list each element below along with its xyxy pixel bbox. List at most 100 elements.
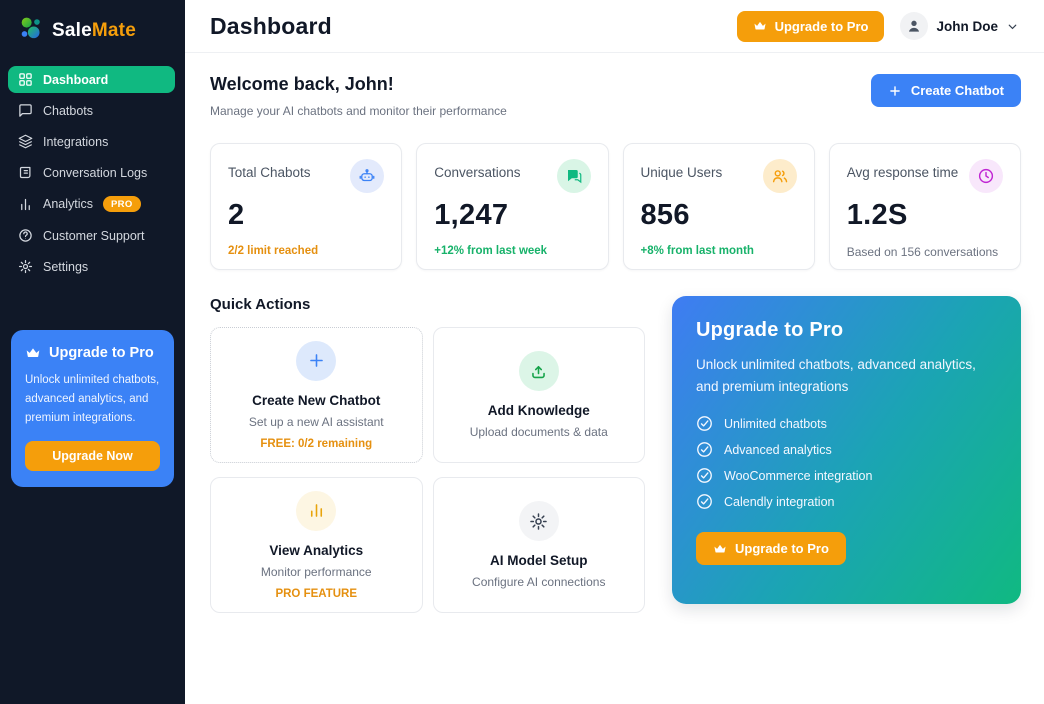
upgrade-button-label: Upgrade to Pro (774, 18, 869, 34)
brand-logo-icon (18, 15, 44, 46)
sidebar-item-customer-support[interactable]: Customer Support (8, 222, 175, 249)
user-menu[interactable]: John Doe (900, 12, 1019, 40)
sidebar-nav: Dashboard Chatbots Integrations Conversa… (0, 66, 185, 284)
sidebar-item-label: Settings (43, 259, 89, 274)
sidebar-item-integrations[interactable]: Integrations (8, 128, 175, 155)
quick-action-subtitle: Set up a new AI assistant (248, 414, 384, 429)
sidebar-item-settings[interactable]: Settings (8, 253, 175, 280)
chat-bubble-icon (19, 104, 32, 117)
upgrade-now-button[interactable]: Upgrade Now (25, 440, 160, 471)
chat-bubbles-icon (556, 159, 591, 193)
quick-action-view-analytics[interactable]: View Analytics Monitor performance PRO F… (210, 477, 423, 613)
upload-icon (518, 351, 559, 391)
upgrade-to-pro-button[interactable]: Upgrade to Pro (736, 10, 885, 42)
stat-value: 1,247 (434, 199, 509, 231)
check-circle-icon (697, 468, 712, 484)
crown-icon (714, 544, 726, 553)
pro-feature-label: Advanced analytics (724, 442, 832, 457)
stat-card-unique-users: Unique Users 856 +8% from last month (622, 143, 815, 270)
stat-card-avg-response-time: Avg response time 1.2S Based on 156 conv… (828, 143, 1021, 270)
quick-action-title: View Analytics (269, 542, 364, 558)
sidebar-item-label: Dashboard (43, 72, 109, 87)
pro-panel-body: Unlock unlimited chatbots, advanced anal… (696, 357, 976, 394)
quick-action-badge: FREE: 0/2 remaining (260, 437, 373, 450)
stat-footnote: 2/2 limit reached (228, 245, 319, 257)
stat-footnote: Based on 156 conversations (846, 245, 999, 259)
pro-feature: Calendly integration (696, 493, 997, 510)
sidebar-item-chatbots[interactable]: Chatbots (8, 97, 175, 124)
quick-action-subtitle: Configure AI connections (472, 575, 606, 589)
stat-card-total-chatbots: Total Chabots 2 2/2 limit reached (210, 143, 403, 270)
sidebar-item-label: Analytics (43, 197, 94, 211)
gear-icon (18, 259, 33, 274)
stat-value: 856 (640, 199, 690, 231)
sidebar-item-label: Conversation Logs (43, 165, 148, 180)
sidebar: SaleMate Dashboard Chatbots Integrations… (0, 0, 185, 704)
sidebar-item-label: Chatbots (43, 103, 94, 118)
pro-badge: PRO (103, 196, 141, 212)
sidebar-item-dashboard[interactable]: Dashboard (8, 66, 175, 93)
robot-icon (350, 159, 385, 193)
pro-panel-upgrade-label: Upgrade to Pro (735, 541, 829, 557)
pro-feature-label: Calendly integration (724, 494, 835, 509)
quick-actions-section: Quick Actions Create New Chatbot Set up … (210, 296, 645, 613)
bar-chart-icon (21, 198, 30, 210)
clock-icon (969, 159, 1003, 193)
sidebar-upgrade-body: Unlock unlimited chatbots, advanced anal… (25, 374, 160, 424)
quick-action-title: Create New Chatbot (252, 392, 381, 408)
crown-icon (754, 21, 766, 30)
pro-feature-list: Unlimited chatbots Advanced analytics Wo… (696, 415, 997, 510)
pro-feature: Unlimited chatbots (696, 415, 997, 432)
page-title: Dashboard (210, 12, 332, 39)
brand-logo[interactable]: SaleMate (0, 0, 185, 60)
quick-action-add-knowledge[interactable]: Add Knowledge Upload documents & data (432, 327, 645, 463)
sidebar-upgrade-title: Upgrade to Pro (49, 345, 154, 361)
user-name: John Doe (936, 18, 998, 34)
stat-value: 1.2S (846, 199, 908, 231)
stat-label: Conversations (434, 165, 521, 180)
scroll-icon (19, 166, 31, 179)
stats-row: Total Chabots 2 2/2 limit reached Conver… (210, 143, 1021, 270)
pro-feature: WooCommerce integration (696, 467, 997, 484)
sidebar-item-analytics[interactable]: Analytics PRO (8, 190, 175, 218)
check-circle-icon (697, 442, 712, 458)
sidebar-item-conversation-logs[interactable]: Conversation Logs (8, 159, 175, 186)
sidebar-item-label: Customer Support (43, 228, 145, 243)
quick-action-title: AI Model Setup (490, 553, 588, 568)
stat-footnote: +12% from last week (434, 245, 548, 257)
sidebar-upgrade-card: Upgrade to Pro Unlock unlimited chatbots… (11, 330, 174, 487)
chevron-down-icon (1008, 24, 1017, 29)
pro-panel-upgrade-button[interactable]: Upgrade to Pro (696, 532, 846, 566)
dashboard-content: Welcome back, John! Manage your AI chatb… (185, 53, 1044, 613)
help-circle-icon (19, 229, 32, 242)
stat-value: 2 (228, 199, 245, 231)
brand-name-part2: Mate (91, 19, 136, 41)
quick-action-title: Add Knowledge (487, 403, 590, 418)
brand-name-part1: Sale (52, 19, 92, 41)
quick-action-ai-model-setup[interactable]: AI Model Setup Configure AI connections (432, 477, 645, 613)
welcome-subtitle: Manage your AI chatbots and monitor thei… (210, 104, 507, 118)
layers-icon (18, 134, 33, 149)
check-circle-icon (697, 494, 712, 510)
users-icon (762, 159, 797, 193)
plus-icon (296, 340, 337, 381)
quick-action-subtitle: Upload documents & data (469, 425, 608, 439)
gear-icon (518, 501, 559, 541)
create-chatbot-button[interactable]: Create Chatbot (870, 74, 1021, 107)
quick-action-create-chatbot[interactable]: Create New Chatbot Set up a new AI assis… (210, 327, 423, 463)
person-icon (909, 20, 920, 32)
pro-panel-title: Upgrade to Pro (696, 319, 844, 341)
stat-label: Unique Users (640, 165, 723, 180)
brand-name: SaleMate (52, 20, 136, 42)
welcome-title: Welcome back, John! (210, 74, 394, 94)
upgrade-pro-panel: Upgrade to Pro Unlock unlimited chatbots… (672, 296, 1021, 604)
bar-chart-icon (296, 490, 337, 531)
avatar (900, 12, 929, 40)
stat-label: Total Chabots (228, 165, 311, 180)
pro-feature-label: Unlimited chatbots (724, 416, 827, 431)
stat-label: Avg response time (846, 165, 959, 180)
stat-footnote: +8% from last month (640, 245, 754, 257)
pro-feature: Advanced analytics (696, 441, 997, 458)
pro-feature-label: WooCommerce integration (724, 468, 873, 483)
